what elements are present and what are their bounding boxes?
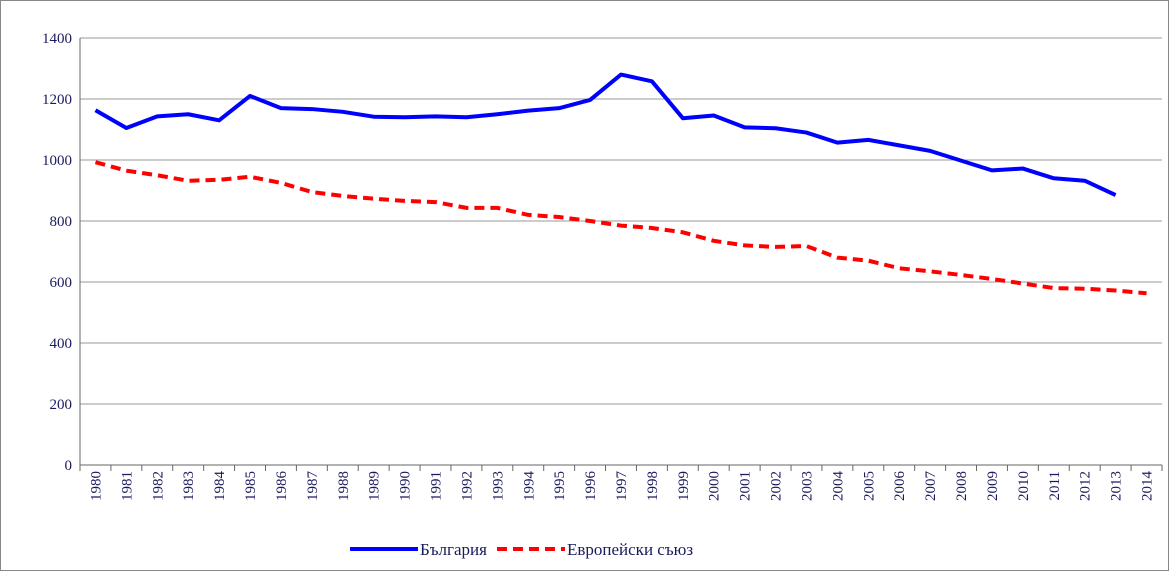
x-tick-label: 2004 bbox=[830, 471, 846, 502]
series-line bbox=[94, 72, 1117, 197]
x-tick-label: 1986 bbox=[274, 471, 290, 502]
x-tick-label: 1994 bbox=[521, 471, 537, 502]
x-tick-label: 2010 bbox=[1016, 471, 1032, 501]
legend-label: Европейски съюз bbox=[567, 540, 693, 559]
series-line bbox=[94, 160, 1147, 296]
x-tick-label: 2011 bbox=[1047, 471, 1063, 500]
x-tick-label: 2008 bbox=[954, 471, 970, 501]
x-tick-label: 1997 bbox=[614, 471, 630, 502]
x-tick-label: 2001 bbox=[738, 471, 754, 501]
y-tick-label: 600 bbox=[50, 275, 73, 291]
x-tick-label: 1993 bbox=[490, 471, 506, 501]
x-tick-label: 1990 bbox=[398, 471, 414, 501]
x-tick-label: 2014 bbox=[1140, 471, 1156, 502]
x-tick-label: 2009 bbox=[985, 471, 1001, 501]
x-tick-label: 1987 bbox=[305, 471, 321, 502]
y-tick-label: 200 bbox=[50, 397, 73, 413]
x-tick-label: 1983 bbox=[181, 471, 197, 501]
y-tick-label: 400 bbox=[50, 336, 73, 352]
x-tick-label: 2003 bbox=[799, 471, 815, 501]
x-tick-label: 1982 bbox=[150, 471, 166, 501]
x-tick-label: 1981 bbox=[119, 471, 135, 501]
x-tick-label: 2006 bbox=[892, 471, 908, 502]
y-tick-label: 1400 bbox=[42, 31, 72, 47]
y-tick-label: 1200 bbox=[42, 92, 72, 108]
x-tick-label: 1980 bbox=[88, 471, 104, 501]
x-tick-label: 1989 bbox=[367, 471, 383, 501]
y-tick-label: 0 bbox=[65, 458, 73, 474]
x-tick-label: 2005 bbox=[861, 471, 877, 501]
x-tick-label: 2002 bbox=[769, 471, 785, 501]
x-tick-label: 2000 bbox=[707, 471, 723, 501]
y-tick-label: 800 bbox=[50, 214, 73, 230]
y-tick-label: 1000 bbox=[42, 153, 72, 169]
legend-label: България bbox=[420, 540, 487, 559]
x-tick-label: 2013 bbox=[1109, 471, 1125, 501]
x-tick-label: 1992 bbox=[459, 471, 475, 501]
x-tick-label: 1995 bbox=[552, 471, 568, 501]
x-tick-label: 1991 bbox=[429, 471, 445, 501]
x-tick-label: 1985 bbox=[243, 471, 259, 501]
x-tick-label: 1996 bbox=[583, 471, 599, 502]
x-tick-label: 1988 bbox=[336, 471, 352, 501]
x-tick-label: 2012 bbox=[1078, 471, 1094, 501]
x-tick-label: 2007 bbox=[923, 471, 939, 502]
x-tick-label: 1999 bbox=[676, 471, 692, 501]
x-tick-label: 1998 bbox=[645, 471, 661, 501]
x-tick-label: 1984 bbox=[212, 471, 228, 502]
